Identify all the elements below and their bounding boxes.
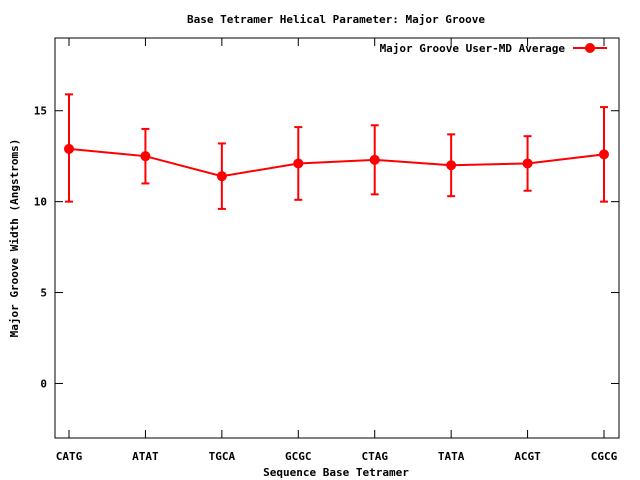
data-point	[293, 158, 304, 169]
x-tick-label: TATA	[438, 450, 465, 463]
y-tick-label: 0	[40, 377, 47, 390]
data-point	[369, 154, 380, 165]
x-tick-label: ATAT	[132, 450, 159, 463]
legend-marker	[585, 43, 595, 53]
data-point	[522, 158, 533, 169]
x-tick-label: CATG	[56, 450, 83, 463]
data-point	[446, 160, 457, 171]
y-tick-label: 5	[40, 287, 47, 300]
x-tick-label: CTAG	[361, 450, 388, 463]
y-tick-label: 15	[34, 105, 47, 118]
data-point	[64, 143, 74, 154]
y-axis: 0 5 10 15	[34, 105, 619, 390]
y-tick-label: 10	[34, 196, 47, 209]
x-axis-label: Sequence Base Tetramer	[263, 466, 409, 479]
chart-title: Base Tetramer Helical Parameter: Major G…	[187, 13, 485, 26]
series-line	[68, 147, 605, 178]
plot-frame	[54, 37, 620, 439]
legend-label: Major Groove User-MD Average	[380, 42, 566, 55]
y-axis-label: Major Groove Width (Angstroms)	[8, 139, 21, 338]
x-tick-label: CGCG	[591, 450, 618, 463]
data-point	[140, 151, 151, 162]
x-tick-label: TGCA	[209, 450, 236, 463]
series-layer	[64, 93, 609, 210]
legend: Major Groove User-MD Average	[380, 42, 607, 55]
x-tick-label: GCGC	[285, 450, 312, 463]
x-axis: CATG ATAT TGCA GCGC CTAG TATA ACGT CGCG	[56, 38, 618, 463]
x-tick-label: ACGT	[514, 450, 541, 463]
data-point	[599, 149, 609, 160]
data-point	[216, 171, 227, 182]
